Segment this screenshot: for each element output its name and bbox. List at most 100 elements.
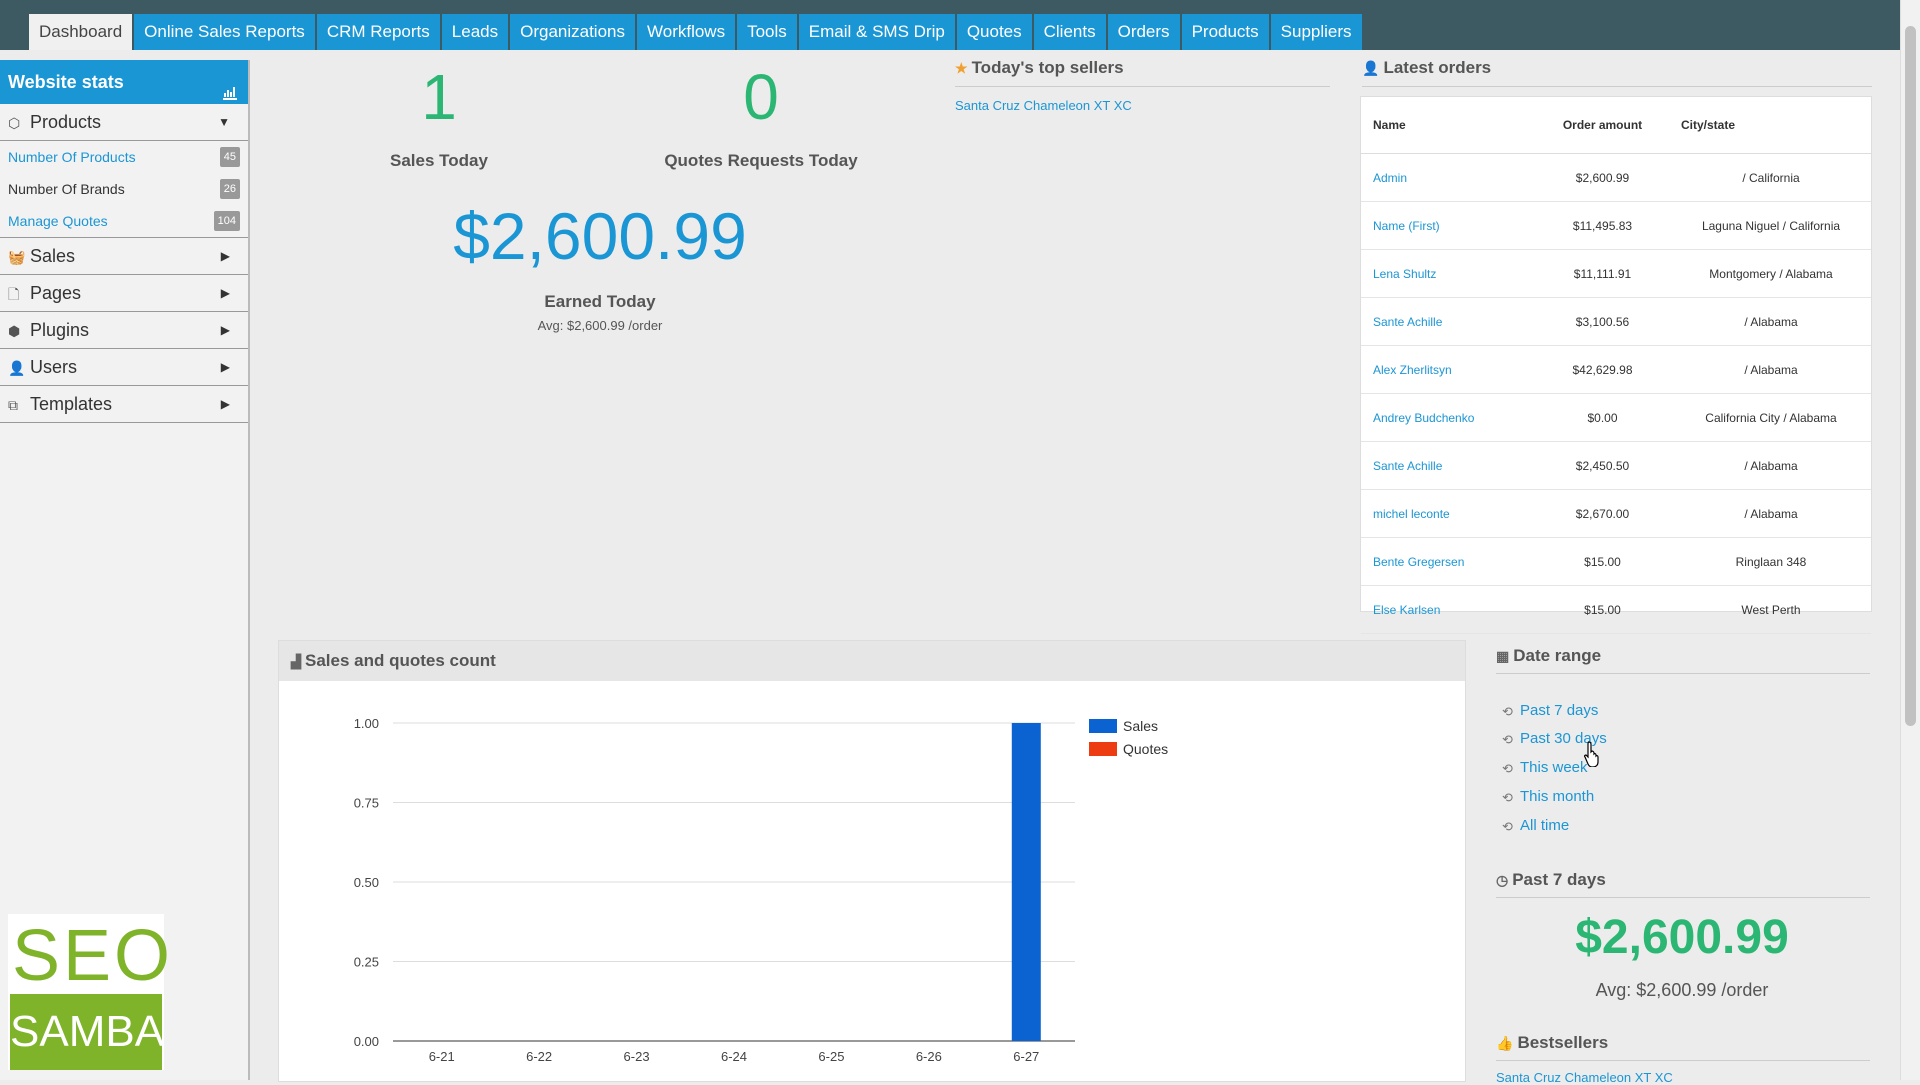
x-tick-label: 6-22: [526, 1049, 552, 1064]
date-range-past-30-days[interactable]: Past 30 days: [1520, 730, 1607, 747]
chart-icon[interactable]: [222, 72, 238, 116]
tab-suppliers[interactable]: Suppliers: [1270, 14, 1362, 50]
sales-quotes-chart-panel: ▟ Sales and quotes count 0.00 0.25 0.50 0.75…: [278, 640, 1466, 1082]
sidebar-item-manage-quotes[interactable]: Manage Quotes 104: [0, 205, 248, 238]
user-icon: 👤: [8, 360, 26, 376]
bestseller-link[interactable]: Santa Cruz Chameleon XT XC: [1496, 1070, 1673, 1085]
tab-dashboard[interactable]: Dashboard: [29, 14, 133, 50]
quotes-today-label: Quotes Requests Today: [664, 151, 858, 170]
chevron-right-icon: ▶: [220, 360, 230, 374]
latest-orders-table: Name Order amount City/state Admin $2,600…: [1360, 96, 1872, 634]
order-city: / Alabama: [1671, 441, 1871, 490]
scrollbar-thumb[interactable]: [1905, 26, 1916, 726]
x-tick-label: 6-24: [721, 1049, 747, 1064]
chevron-down-icon: ▼: [218, 115, 230, 129]
history-icon: ⟲: [1502, 790, 1513, 805]
chevron-right-icon: ▶: [220, 323, 230, 337]
order-name-link[interactable]: Name (First): [1361, 201, 1534, 250]
quotes-today-count: 0: [743, 61, 779, 133]
order-name-link[interactable]: Lena Shultz: [1361, 249, 1534, 298]
order-name-link[interactable]: michel leconte: [1361, 489, 1534, 538]
sidebar-section-pages[interactable]: 🗋 Pages ▶: [0, 275, 248, 312]
order-name-link[interactable]: Admin: [1361, 153, 1534, 202]
sidebar-section-products[interactable]: ⬡ Products ▼: [0, 104, 248, 141]
vertical-scrollbar[interactable]: [1900, 0, 1920, 1080]
star-icon: ★: [955, 60, 968, 76]
tab-tools[interactable]: Tools: [737, 14, 797, 50]
sidebar-item-number-of-brands[interactable]: Number Of Brands 26: [0, 173, 248, 205]
tab-quotes[interactable]: Quotes: [956, 14, 1032, 50]
order-name-link[interactable]: Andrey Budchenko: [1361, 393, 1534, 442]
divider: [1496, 1060, 1870, 1061]
date-range-this-week[interactable]: This week: [1520, 759, 1588, 776]
bestsellers-title-text: Bestsellers: [1517, 1033, 1609, 1052]
bestsellers-title: 👍 Bestsellers: [1496, 1033, 1608, 1053]
tab-workflows[interactable]: Workflows: [637, 14, 736, 50]
past7-title-text: Past 7 days: [1512, 870, 1606, 889]
history-icon: ⟲: [1502, 761, 1513, 776]
cubes-icon: ⬢: [8, 323, 21, 339]
sidebar-item-number-of-products[interactable]: Number Of Products 45: [0, 141, 248, 173]
column-header-name: Name: [1361, 97, 1534, 154]
date-range-this-month[interactable]: This month: [1520, 788, 1595, 805]
divider: [1496, 673, 1870, 674]
sidebar: Website stats ⬡ Products ▼ Number Of Prod…: [0, 60, 250, 1080]
tab-clients[interactable]: Clients: [1033, 14, 1106, 50]
order-amount: $11,111.91: [1534, 249, 1671, 298]
order-amount: $42,629.98: [1534, 345, 1671, 394]
order-city: / Alabama: [1671, 489, 1871, 538]
sidebar-item-label: Number Of Brands: [8, 181, 125, 197]
tab-leads[interactable]: Leads: [441, 14, 509, 50]
sidebar-section-label: Pages: [30, 283, 82, 303]
order-name-link[interactable]: Bente Gregersen: [1361, 537, 1534, 586]
tab-crm-reports[interactable]: CRM Reports: [316, 14, 440, 50]
sidebar-section-label: Users: [30, 357, 78, 377]
thumbs-up-icon: 👍: [1496, 1035, 1514, 1051]
count-badge: 26: [219, 179, 240, 199]
box-icon: ⬡: [8, 115, 21, 131]
date-range-title: ▦ Date range: [1496, 646, 1601, 666]
tab-online-sales-reports[interactable]: Online Sales Reports: [134, 14, 315, 50]
sidebar-section-plugins[interactable]: ⬢ Plugins ▶: [0, 312, 248, 349]
sidebar-section-label: Sales: [30, 246, 76, 266]
order-amount: $3,100.56: [1534, 297, 1671, 346]
sidebar-section-label: Products: [30, 112, 102, 132]
tab-organizations[interactable]: Organizations: [510, 14, 635, 50]
date-range-past-7-days[interactable]: Past 7 days: [1520, 702, 1599, 719]
latest-orders-title: 👤 Latest orders: [1362, 58, 1491, 78]
y-tick-label: 0.25: [354, 955, 379, 970]
date-range-all-time[interactable]: All time: [1520, 817, 1570, 834]
order-amount: $11,495.83: [1534, 201, 1671, 250]
sidebar-section-sales[interactable]: 🧺 Sales ▶: [0, 238, 248, 275]
sidebar-section-users[interactable]: 👤 Users ▶: [0, 349, 248, 386]
sidebar-section-templates[interactable]: ⧉ Templates ▶: [0, 386, 248, 423]
sidebar-header: Website stats: [0, 60, 248, 104]
order-name-link[interactable]: Sante Achille: [1361, 297, 1534, 346]
x-tick-label: 6-21: [429, 1049, 455, 1064]
tab-products[interactable]: Products: [1181, 14, 1269, 50]
table-row: Andrey Budchenko $0.00 California City / A…: [1361, 393, 1871, 442]
order-name-link[interactable]: Alex Zherlitsyn: [1361, 345, 1534, 394]
tab-orders[interactable]: Orders: [1107, 14, 1180, 50]
order-amount: $2,450.50: [1534, 441, 1671, 490]
table-header-row: Name Order amount City/state: [1361, 97, 1871, 154]
sidebar-section-label: Templates: [30, 394, 113, 414]
table-row: michel leconte $2,670.00 / Alabama: [1361, 489, 1871, 538]
user-icon: 👤: [1362, 60, 1380, 76]
date-range-title-text: Date range: [1513, 646, 1602, 665]
x-tick-label: 6-27: [1013, 1049, 1039, 1064]
sales-quotes-chart: 0.00 0.25 0.50 0.75 1.00 6-21 6-22 6-23 6-24 6-25…: [354, 716, 1168, 1064]
earned-today-amount: $2,600.99: [453, 199, 747, 273]
logo-samba-text: SAMBA: [10, 994, 164, 1070]
sales-today-label: Sales Today: [390, 151, 488, 170]
table-row: Admin $2,600.99 / California: [1361, 153, 1871, 202]
top-seller-link[interactable]: Santa Cruz Chameleon XT XC: [955, 98, 1132, 113]
tab-email-sms-drip[interactable]: Email & SMS Drip: [798, 14, 955, 50]
order-city: Montgomery / Alabama: [1671, 249, 1871, 298]
sidebar-section-label: Plugins: [30, 320, 90, 340]
order-name-link[interactable]: Sante Achille: [1361, 441, 1534, 490]
sidebar-item-label: Manage Quotes: [8, 213, 108, 229]
order-name-link[interactable]: Else Karlsen: [1361, 585, 1534, 634]
order-city: West Perth: [1671, 585, 1871, 634]
column-header-city: City/state: [1671, 97, 1871, 154]
